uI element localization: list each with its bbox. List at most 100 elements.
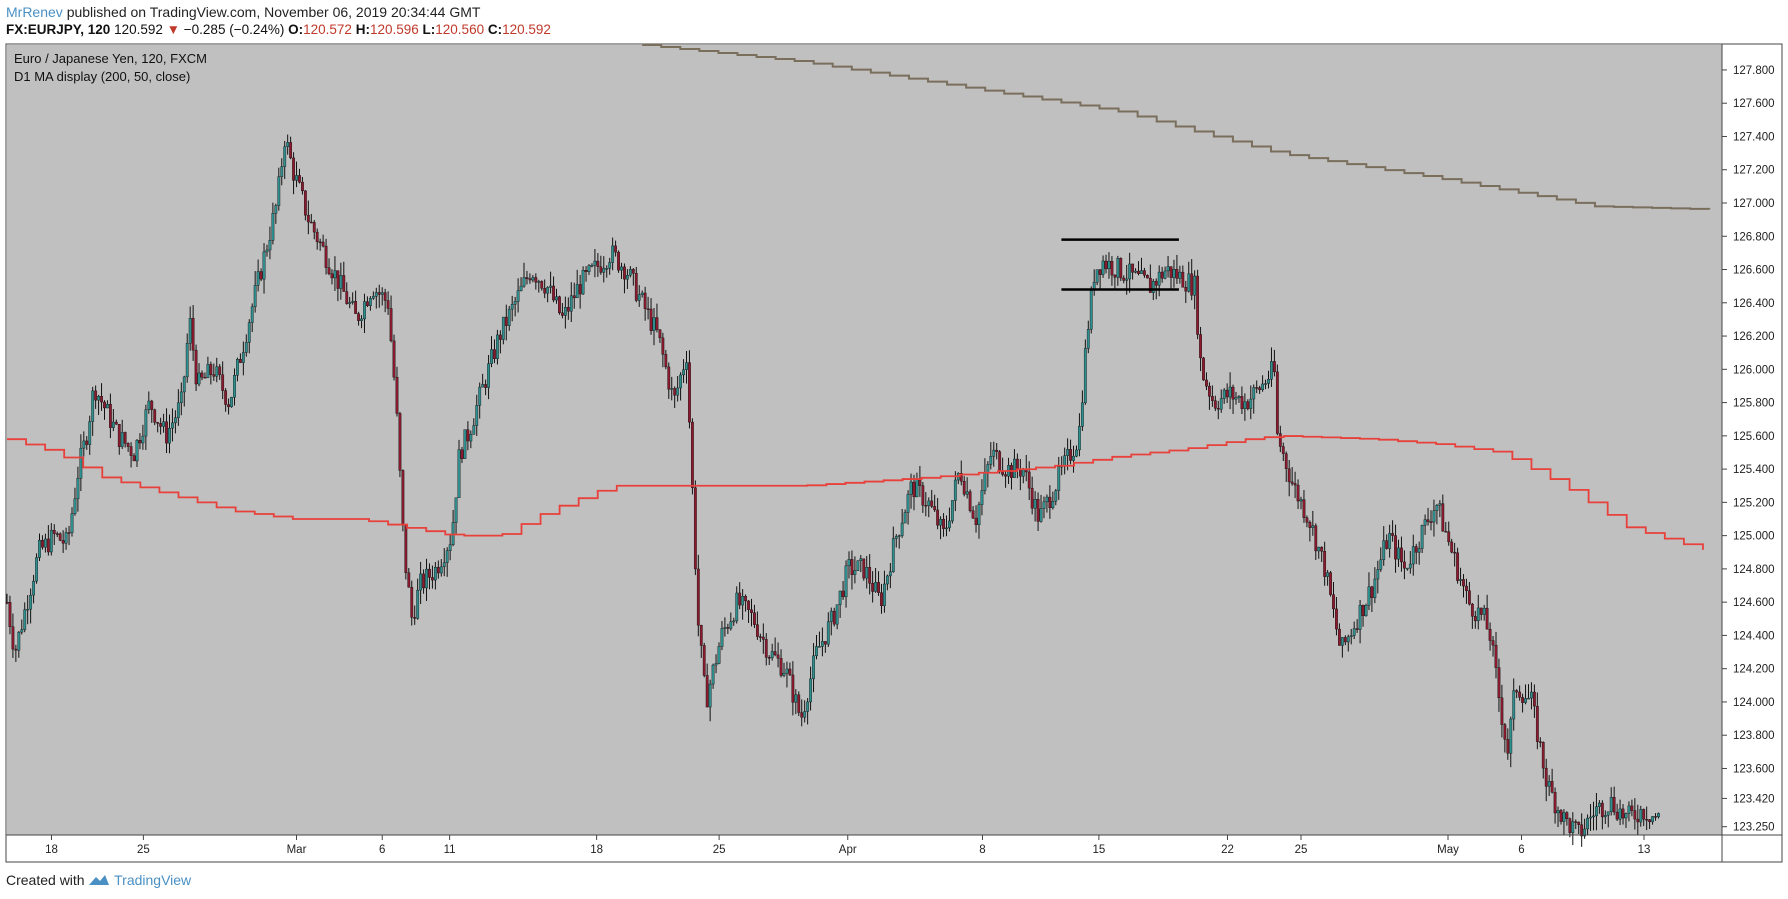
candle-body	[528, 278, 532, 281]
candle-body	[1021, 469, 1025, 477]
candle-body	[496, 334, 499, 359]
candle-body	[416, 589, 420, 619]
candle-body	[909, 481, 913, 495]
candle-body	[265, 249, 269, 253]
candle-body	[431, 577, 434, 581]
candles	[5, 134, 1660, 847]
candle-body	[250, 306, 254, 323]
candle-body	[1314, 525, 1318, 552]
candle-body	[950, 500, 954, 522]
candle-body	[1134, 270, 1137, 273]
candle-body	[1308, 522, 1312, 528]
candle-body	[1370, 586, 1374, 598]
candle-body	[1033, 499, 1037, 509]
candle-body	[720, 628, 724, 647]
candle-body	[289, 142, 293, 159]
candle-body	[596, 260, 600, 267]
candle-body	[705, 675, 709, 708]
candle-body	[637, 294, 641, 301]
candle-body	[20, 629, 24, 633]
candle-body	[885, 575, 889, 585]
candle-body	[1518, 691, 1522, 698]
candle-body	[1092, 282, 1096, 290]
time-tick-label: 15	[1092, 844, 1105, 856]
author-link[interactable]: MrRenev	[6, 4, 63, 20]
candle-body	[507, 308, 511, 326]
candle-body	[52, 529, 56, 534]
candle-body	[1615, 811, 1619, 820]
candle-body	[1116, 258, 1120, 278]
candle-body	[1054, 490, 1058, 502]
price-axis[interactable]: 127.800 127.600 127.400 127.200 127.000 126.8…	[1722, 65, 1775, 834]
candle-body	[1485, 607, 1489, 630]
candle-body	[286, 142, 290, 147]
candle-body	[1648, 819, 1652, 823]
candle-body	[883, 583, 886, 606]
candle-body	[838, 590, 842, 605]
candle-body	[1426, 519, 1430, 522]
candle-body	[818, 646, 821, 648]
candle-body	[1592, 815, 1595, 818]
candle-body	[549, 285, 553, 288]
candle-body	[433, 566, 437, 581]
candle-body	[605, 268, 609, 270]
candle-body	[386, 300, 390, 309]
low-label: L:	[422, 22, 436, 37]
candle-body	[244, 342, 248, 353]
candle-body	[179, 391, 183, 404]
candle-body	[1482, 607, 1486, 615]
candle-body	[1500, 697, 1504, 725]
candle-body	[38, 539, 41, 558]
candle-body	[646, 308, 650, 310]
candle-body	[1503, 724, 1507, 740]
candle-body	[1261, 383, 1264, 391]
candle-body	[927, 500, 931, 506]
candle-body	[374, 292, 378, 297]
time-axis[interactable]: 18 25 Mar 6 11 18 25 Apr 8 15 22 25 May 6 13	[45, 835, 1650, 856]
candle-body	[1435, 504, 1439, 511]
candle-body	[1148, 277, 1152, 293]
candle-body	[1296, 484, 1300, 502]
plot-area[interactable]	[7, 45, 1722, 835]
candle-body	[188, 318, 192, 344]
candle-body	[233, 375, 236, 398]
candle-body	[241, 352, 245, 363]
candle-body	[1606, 811, 1610, 816]
candle-body	[661, 337, 665, 355]
candle-body	[49, 529, 53, 553]
candle-body	[1411, 546, 1415, 565]
candle-body	[1597, 802, 1601, 807]
candle-body	[1538, 741, 1542, 743]
candle-body	[611, 245, 615, 263]
candle-body	[959, 473, 963, 482]
candle-body	[1193, 275, 1197, 296]
candle-body	[640, 292, 644, 295]
time-tick-label: 11	[444, 844, 456, 856]
candle-body	[862, 558, 866, 579]
candle-body	[126, 443, 130, 447]
candle-body	[1355, 628, 1359, 630]
candle-body	[64, 532, 68, 544]
candle-body	[968, 491, 972, 511]
candle-body	[88, 421, 92, 445]
range-drawings[interactable]	[1061, 238, 1179, 291]
candle-body	[1063, 455, 1067, 467]
candle-body	[782, 672, 786, 676]
candle-body	[227, 404, 230, 408]
candle-body	[764, 639, 768, 658]
candle-body	[1042, 501, 1046, 509]
candle-body	[1535, 705, 1539, 742]
price-tick-label: 125.000	[1733, 531, 1775, 543]
candle-body	[1196, 275, 1200, 335]
candle-body	[924, 505, 928, 507]
tradingview-link[interactable]: TradingView	[114, 872, 192, 888]
candle-body	[460, 449, 464, 459]
candle-body	[1027, 471, 1031, 489]
candle-body	[1497, 667, 1501, 699]
candle-body	[1541, 742, 1545, 769]
candle-body	[85, 440, 89, 445]
candle-body	[197, 372, 201, 385]
candle-body	[410, 587, 414, 618]
candle-body	[995, 449, 999, 452]
